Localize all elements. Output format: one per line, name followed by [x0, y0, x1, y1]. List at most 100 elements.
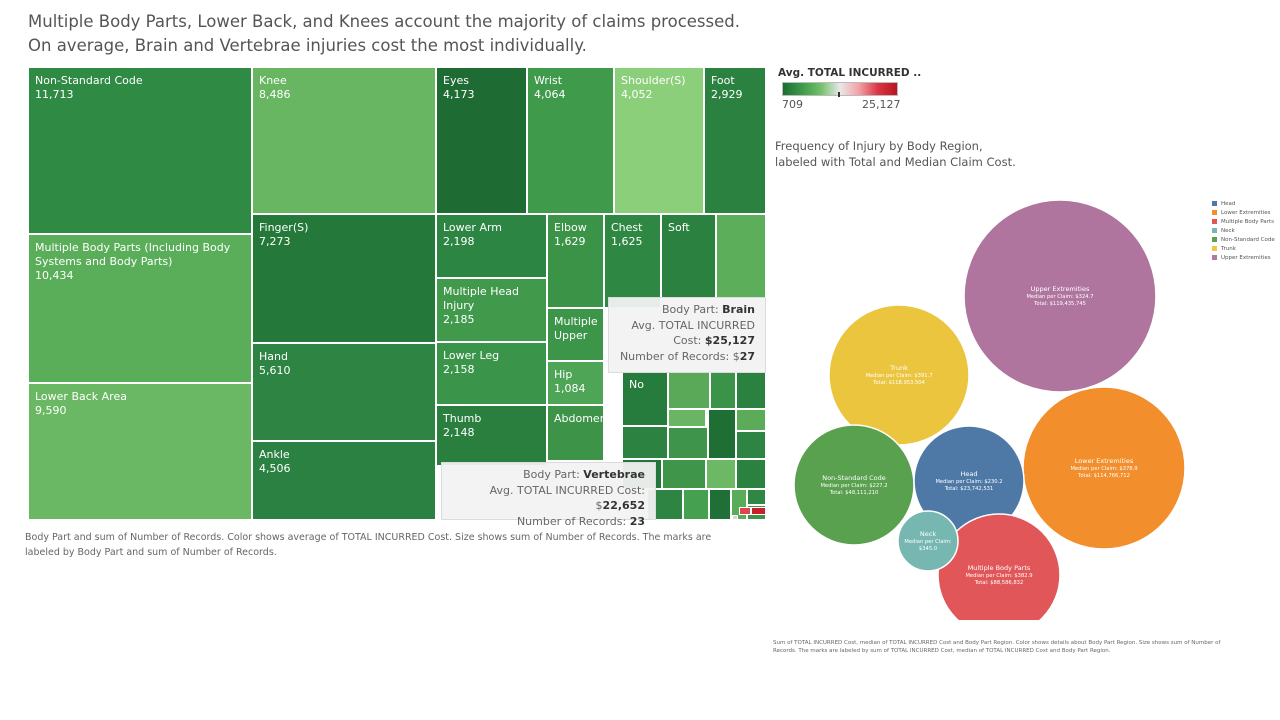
treemap-cell-eyes[interactable]: Eyes 4,173 [436, 67, 527, 214]
legend-label: Head [1221, 201, 1236, 207]
treemap-cell-elbow[interactable]: Elbow 1,629 [547, 214, 604, 308]
color-legend-title: Avg. TOTAL INCURRED .. [778, 67, 922, 79]
tooltip-vertebrae-cost-prefix: $ [595, 499, 603, 512]
treemap-cell-small[interactable] [736, 409, 766, 431]
treemap-cell-value: 1,629 [554, 235, 586, 248]
treemap-cell-wrist[interactable]: Wrist 4,064 [527, 67, 614, 214]
treemap-cell-value: 5,610 [259, 364, 291, 377]
treemap-cell-small[interactable] [668, 427, 708, 459]
treemap-cell-small[interactable] [736, 431, 766, 459]
treemap-cell-value: 2,185 [443, 313, 475, 326]
treemap-cell-ankle[interactable]: Ankle 4,506 [252, 441, 436, 520]
tooltip-vertebrae-part: Vertebrae [583, 468, 645, 481]
treemap-cell-label: Elbow 1,629 [554, 221, 587, 249]
color-legend-marker [838, 92, 840, 97]
bubble-label-detail: Total: $119,435,745 [1033, 301, 1086, 307]
treemap-cell-small[interactable] [668, 371, 710, 409]
treemap-cell-label: Shoulder(S) 4,052 [621, 74, 686, 102]
treemap-chart[interactable]: Non-Standard Code 11,713 Multiple Body Par… [28, 67, 766, 520]
treemap-cell-finger-s[interactable]: Finger(S) 7,273 [252, 214, 436, 343]
treemap-cell-foot[interactable]: Foot 2,929 [704, 67, 766, 214]
legend-swatch [1212, 210, 1217, 215]
treemap-cell-hip[interactable]: Hip 1,084 [547, 361, 604, 405]
treemap-cell-name: Wrist [534, 74, 563, 87]
treemap-cell-value: 4,052 [621, 88, 653, 101]
legend-item-trunk[interactable]: Trunk [1212, 245, 1275, 254]
treemap-cell-small[interactable] [710, 371, 736, 409]
treemap-cell-multiple-body-parts-including-body-systems-and-body-parts[interactable]: Multiple Body Parts (Including Body Syst… [28, 234, 252, 383]
treemap-cell-shoulder-s[interactable]: Shoulder(S) 4,052 [614, 67, 704, 214]
treemap-cell-small[interactable] [668, 409, 706, 427]
legend-item-multiple-body-parts[interactable]: Multiple Body Parts [1212, 218, 1275, 227]
tooltip-brain-key: Body Part: [661, 303, 719, 316]
color-legend-min: 709 [782, 98, 803, 111]
treemap-cell-no[interactable]: No [622, 371, 668, 426]
legend-label: Multiple Body Parts [1221, 219, 1274, 225]
bubble-label-region: Trunk [889, 364, 908, 372]
treemap-cell-thumb[interactable]: Thumb 2,148 [436, 405, 547, 466]
tooltip-brain-cost-key: Cost: [673, 334, 702, 347]
color-legend-gradient [782, 82, 898, 96]
treemap-cell-value: 4,173 [443, 88, 475, 101]
treemap-cell-small[interactable] [622, 426, 668, 459]
treemap-cell-label: Hand 5,610 [259, 350, 291, 378]
bubble-multiple-body-parts[interactable] [937, 513, 1061, 620]
treemap-cell-lower-arm[interactable]: Lower Arm 2,198 [436, 214, 547, 278]
treemap-cell-name: Multiple Body Parts (Including Body Syst… [35, 241, 231, 268]
legend-swatch [1212, 237, 1217, 242]
treemap-cell-small[interactable] [732, 515, 738, 520]
treemap-cell-small[interactable] [716, 214, 766, 298]
bubble-neck[interactable] [897, 510, 959, 572]
treemap-cell-label: No [629, 378, 644, 392]
treemap-cell-small[interactable] [736, 459, 766, 489]
bubble-chart[interactable]: Upper Extremities Median per Claim: $324.… [760, 180, 1280, 620]
bubble-upper-extremities[interactable] [963, 199, 1157, 393]
bubble-label-detail: Median per Claim: $324.7 [1026, 294, 1093, 300]
treemap-cell-name: Elbow [554, 221, 587, 234]
legend-item-non-standard-code[interactable]: Non-Standard Code [1212, 236, 1275, 245]
treemap-cell-small[interactable] [739, 507, 751, 515]
treemap-cell-small[interactable] [662, 459, 706, 489]
legend-item-neck[interactable]: Neck [1212, 227, 1275, 236]
treemap-footnote: Body Part and sum of Number of Records. … [25, 532, 712, 558]
legend-item-lower-extremities[interactable]: Lower Extremities [1212, 209, 1275, 218]
tooltip-vertebrae-records: 23 [629, 514, 645, 528]
treemap-cell-label: Knee 8,486 [259, 74, 291, 102]
treemap-cell-small[interactable] [747, 489, 766, 505]
treemap-cell-lower-back-area[interactable]: Lower Back Area 9,590 [28, 383, 252, 520]
legend-swatch [1212, 246, 1217, 251]
treemap-cell-abdomen[interactable]: Abdomen [547, 405, 604, 461]
treemap-cell-label: Multiple Body Parts (Including Body Syst… [35, 241, 251, 283]
treemap-cell-value: 1,084 [554, 382, 586, 395]
treemap-cell-label: Hip 1,084 [554, 368, 586, 396]
title-line-1: Multiple Body Parts, Lower Back, and Kne… [28, 12, 740, 31]
treemap-cell-small[interactable] [683, 489, 709, 520]
treemap-cell-label: Soft [668, 221, 690, 235]
treemap-cell-soft[interactable]: Soft [661, 214, 716, 298]
treemap-cell-name: Lower Back Area [35, 390, 127, 403]
treemap-cell-value: 11,713 [35, 88, 74, 101]
bubble-label-detail: Total: $118,953,504 [872, 380, 926, 386]
tooltip-brain-part: Brain [722, 303, 755, 316]
treemap-cell-name: Finger(S) [259, 221, 309, 234]
tooltip-brain-records-key: Number of Records: [619, 349, 730, 363]
treemap-cell-name: Soft [668, 221, 690, 234]
treemap-cell-name: Abdomen [554, 412, 604, 425]
treemap-cell-label: Lower Back Area 9,590 [35, 390, 127, 418]
legend-item-head[interactable]: Head [1212, 200, 1275, 209]
treemap-cell-non-standard-code[interactable]: Non-Standard Code 11,713 [28, 67, 252, 234]
treemap-cell-knee[interactable]: Knee 8,486 [252, 67, 436, 214]
treemap-cell-chest[interactable]: Chest 1,625 [604, 214, 661, 308]
treemap-cell-small[interactable] [709, 489, 731, 520]
treemap-cell-multiple-head-injury[interactable]: Multiple Head Injury 2,185 [436, 278, 547, 342]
bubble-label-detail: Total: $48,111,210 [829, 490, 879, 496]
bubble-subtitle-line-1: Frequency of Injury by Body Region, [775, 139, 983, 153]
legend-item-upper-extremities[interactable]: Upper Extremities [1212, 254, 1275, 263]
treemap-cell-small[interactable] [706, 459, 736, 489]
treemap-cell-hand[interactable]: Hand 5,610 [252, 343, 436, 441]
treemap-cell-small[interactable] [708, 409, 736, 459]
treemap-cell-value: 9,590 [35, 404, 67, 417]
treemap-cell-small[interactable] [751, 507, 766, 515]
treemap-cell-lower-leg[interactable]: Lower Leg 2,158 [436, 342, 547, 405]
treemap-cell-multiple-upper[interactable]: Multiple Upper [547, 308, 604, 361]
